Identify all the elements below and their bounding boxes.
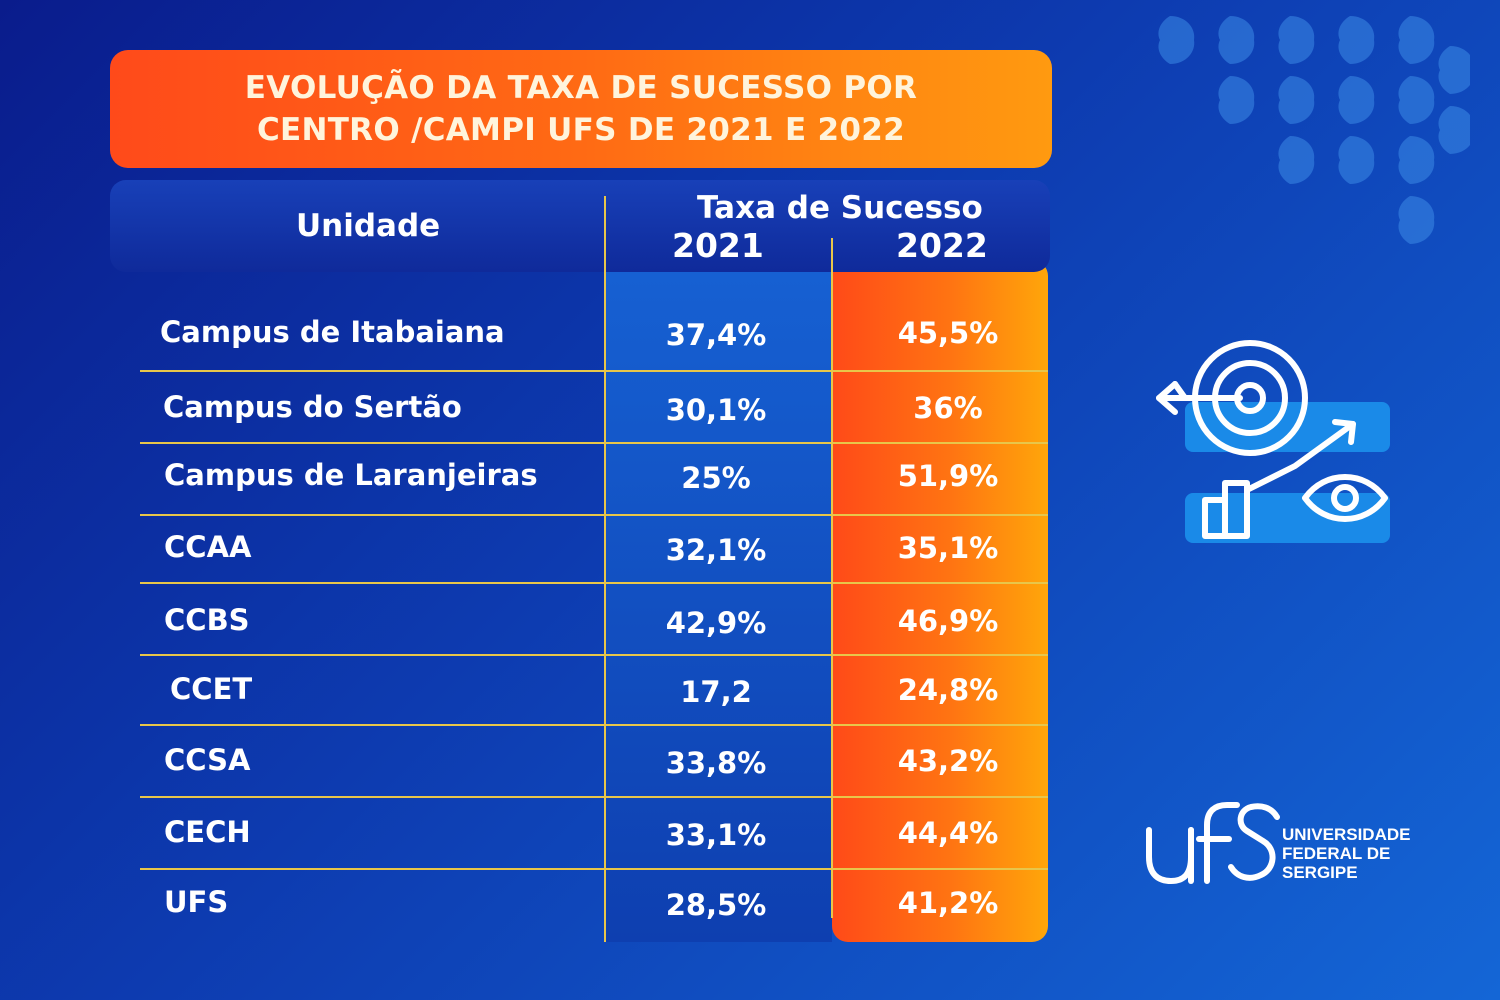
row-value-2022: 45,5% (897, 316, 999, 350)
decorative-pattern-icon (1158, 16, 1470, 244)
row-value-2021: 42,9% (665, 606, 767, 640)
row-value-2021: 30,1% (665, 393, 767, 427)
row-unidade-label: Campus de Laranjeiras (164, 458, 538, 492)
row-value-2021: 33,1% (665, 818, 767, 852)
logo-line-2: FEDERAL DE (1282, 844, 1391, 863)
row-divider (140, 724, 1048, 726)
row-value-2022: 36% (913, 391, 983, 425)
row-unidade-label: UFS (164, 885, 229, 919)
title-line-2: CENTRO /CAMPI UFS DE 2021 E 2022 (256, 112, 906, 148)
target-growth-icon (1156, 340, 1390, 543)
row-value-2022: 41,2% (897, 886, 999, 920)
row-value-2021: 28,5% (665, 888, 767, 922)
row-value-2022: 51,9% (897, 459, 999, 493)
row-value-2021: 33,8% (665, 746, 767, 780)
row-divider (140, 370, 1048, 372)
row-unidade-label: CCAA (164, 530, 252, 564)
row-unidade-label: Campus de Itabaiana (160, 315, 505, 349)
title-line-1: EVOLUÇÃO DA TAXA DE SUCESSO POR (244, 70, 918, 106)
row-divider (140, 654, 1048, 656)
row-divider (140, 514, 1048, 516)
row-divider (140, 582, 1048, 584)
title-banner: EVOLUÇÃO DA TAXA DE SUCESSO POR CENTRO /… (110, 50, 1052, 168)
row-divider (140, 868, 1048, 870)
row-unidade-label: CECH (164, 815, 251, 849)
row-value-2022: 44,4% (897, 816, 999, 850)
row-value-2022: 35,1% (897, 531, 999, 565)
ufs-logo-text: UNIVERSIDADE FEDERAL DE SERGIPE (1282, 825, 1410, 882)
success-rate-table: Unidade Taxa de Sucesso 2021 2022 Campus… (110, 180, 1050, 942)
column-divider-1 (604, 196, 606, 942)
logo-line-1: UNIVERSIDADE (1282, 825, 1411, 844)
header-unidade: Unidade (296, 208, 441, 244)
header-year-2021: 2021 (672, 226, 764, 265)
ufs-logo (1146, 802, 1280, 884)
row-unidade-label: CCBS (164, 603, 250, 637)
row-value-2021: 17,2 (680, 675, 752, 709)
column-2021-background (605, 272, 832, 942)
table-header (110, 180, 1050, 272)
row-divider (140, 796, 1048, 798)
row-value-2022: 24,8% (897, 673, 999, 707)
row-value-2022: 46,9% (897, 604, 999, 638)
logo-line-3: SERGIPE (1282, 863, 1358, 882)
row-value-2022: 43,2% (897, 744, 999, 778)
row-value-2021: 25% (681, 461, 751, 495)
header-year-2022: 2022 (896, 226, 988, 265)
row-unidade-label: Campus do Sertão (163, 390, 462, 424)
row-value-2021: 37,4% (665, 318, 767, 352)
row-unidade-label: CCET (170, 672, 253, 706)
column-divider-2 (831, 238, 833, 918)
row-unidade-label: CCSA (164, 743, 251, 777)
column-2022-highlight (832, 260, 1048, 942)
header-taxa-de-sucesso: Taxa de Sucesso (697, 190, 983, 226)
row-value-2021: 32,1% (665, 533, 767, 567)
row-divider (140, 442, 1048, 444)
